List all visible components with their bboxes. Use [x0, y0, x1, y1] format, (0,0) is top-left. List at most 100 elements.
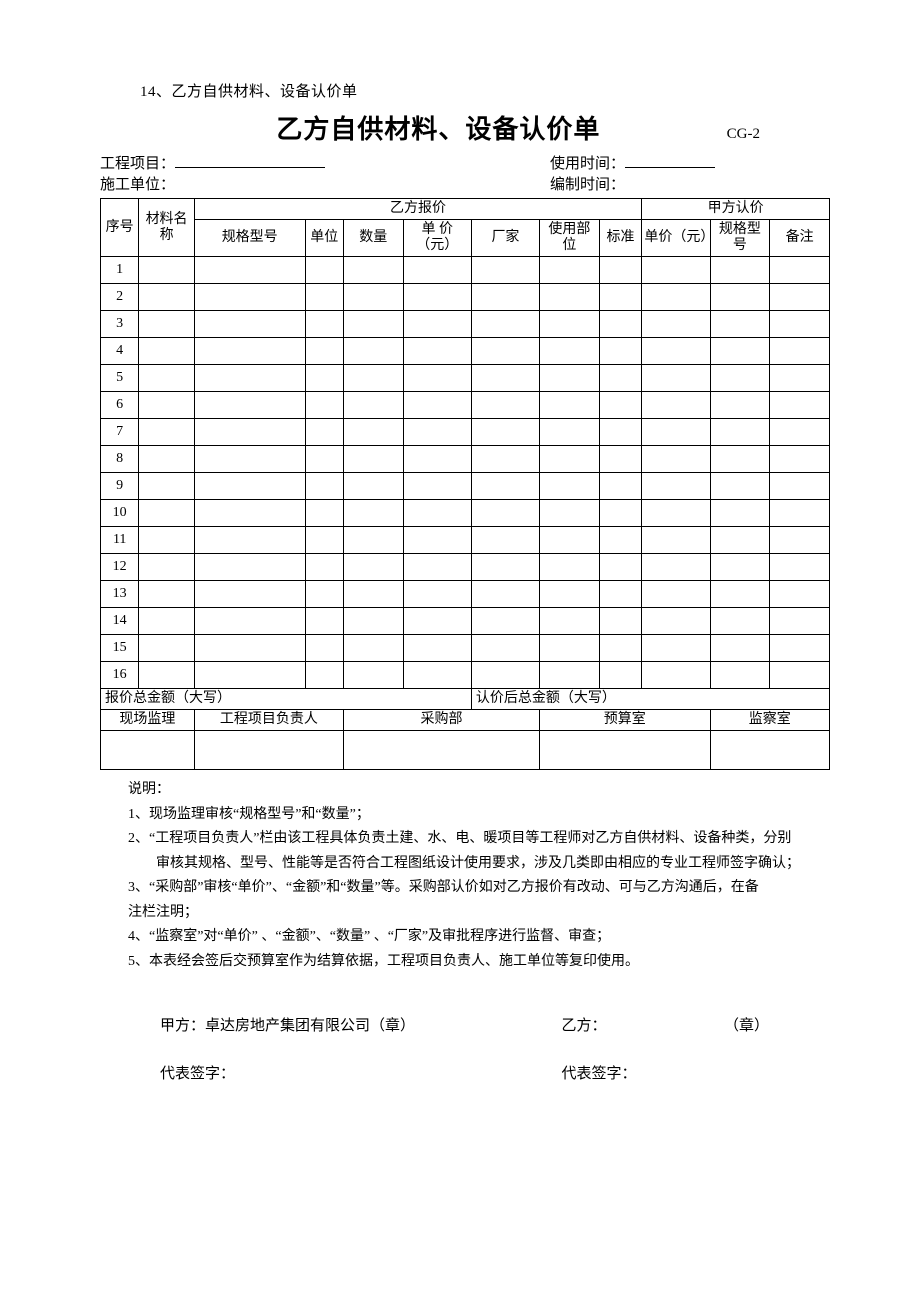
table-row: 13 — [101, 581, 830, 608]
cell — [139, 500, 194, 527]
cell — [471, 284, 539, 311]
col-seq: 序号 — [101, 199, 139, 257]
cell — [770, 473, 830, 500]
cell — [343, 554, 403, 581]
cell — [194, 500, 305, 527]
cell — [770, 284, 830, 311]
table-row: 16 — [101, 662, 830, 689]
cell — [710, 662, 770, 689]
cell — [194, 527, 305, 554]
cell — [599, 662, 642, 689]
row-seq: 10 — [101, 500, 139, 527]
cell — [540, 419, 600, 446]
table-row: 11 — [101, 527, 830, 554]
cell — [710, 365, 770, 392]
cell — [403, 446, 471, 473]
cell — [642, 635, 710, 662]
cell — [642, 311, 710, 338]
cell — [540, 500, 600, 527]
cell — [139, 608, 194, 635]
cell — [305, 635, 343, 662]
col-use-part: 使用部位 — [540, 220, 600, 257]
cell — [710, 608, 770, 635]
cell — [540, 446, 600, 473]
cell — [343, 311, 403, 338]
cell — [710, 257, 770, 284]
signoff-project-lead: 工程项目负责人 — [194, 710, 343, 731]
cell — [770, 662, 830, 689]
meta-row-2: 施工单位： 编制时间： — [100, 173, 830, 194]
cell — [343, 446, 403, 473]
cell — [343, 635, 403, 662]
sig-supervisor — [101, 731, 195, 770]
main-title: 乙方自供材料、设备认价单 — [100, 109, 727, 146]
cell — [642, 284, 710, 311]
party-b-label: 乙方： — [562, 1018, 607, 1034]
explain-block: 说明： 1、现场监理审核“规格型号”和“数量”； 2、“工程项目负责人”栏由该工… — [100, 778, 830, 974]
row-seq: 12 — [101, 554, 139, 581]
project-blank — [175, 152, 325, 168]
cell — [305, 311, 343, 338]
cell — [599, 608, 642, 635]
cell — [770, 446, 830, 473]
cell — [540, 311, 600, 338]
signoff-purchasing: 采购部 — [343, 710, 539, 731]
col-spec-model: 规格型号 — [194, 220, 305, 257]
cell — [139, 284, 194, 311]
cell — [194, 365, 305, 392]
cell — [471, 635, 539, 662]
cell — [305, 365, 343, 392]
table-row: 2 — [101, 284, 830, 311]
cell — [403, 419, 471, 446]
cell — [599, 365, 642, 392]
cell — [194, 446, 305, 473]
cell — [540, 635, 600, 662]
cell — [305, 419, 343, 446]
col-a-unit-price: 单价（元） — [642, 220, 710, 257]
explain-3b: 注栏注明； — [100, 901, 830, 926]
cell — [540, 338, 600, 365]
cell — [471, 662, 539, 689]
cell — [471, 446, 539, 473]
row-seq: 11 — [101, 527, 139, 554]
compile-time-label: 编制时间： — [550, 177, 625, 193]
cell — [403, 581, 471, 608]
table-row: 12 — [101, 554, 830, 581]
cell — [403, 527, 471, 554]
cell — [770, 581, 830, 608]
cell — [471, 419, 539, 446]
cell — [403, 662, 471, 689]
cell — [194, 635, 305, 662]
cell — [770, 257, 830, 284]
cell — [471, 365, 539, 392]
cell — [540, 392, 600, 419]
cell — [642, 365, 710, 392]
signoff-header-row: 现场监理 工程项目负责人 采购部 预算室 监察室 — [101, 710, 830, 731]
totals-row: 报价总金额（大写） 认价后总金额（大写） — [101, 689, 830, 710]
cell — [599, 635, 642, 662]
signoff-inspection: 监察室 — [710, 710, 829, 731]
cell — [642, 662, 710, 689]
cell — [343, 284, 403, 311]
cell — [540, 257, 600, 284]
cell — [305, 257, 343, 284]
table-row: 4 — [101, 338, 830, 365]
cell — [139, 311, 194, 338]
explain-3a: 3、“采购部”审核“单价”、“金额”和“数量”等。采购部认价如对乙方报价有改动、… — [100, 876, 830, 901]
cell — [403, 338, 471, 365]
construction-unit-label: 施工单位： — [100, 177, 175, 193]
col-remark: 备注 — [770, 220, 830, 257]
cell — [343, 581, 403, 608]
cell — [599, 527, 642, 554]
cell — [770, 608, 830, 635]
cell — [471, 257, 539, 284]
cell — [471, 500, 539, 527]
row-seq: 5 — [101, 365, 139, 392]
cell — [194, 311, 305, 338]
cell — [194, 581, 305, 608]
row-seq: 13 — [101, 581, 139, 608]
cell — [540, 554, 600, 581]
cell — [540, 284, 600, 311]
pre-title: 14、乙方自供材料、设备认价单 — [140, 80, 830, 101]
cell — [343, 392, 403, 419]
